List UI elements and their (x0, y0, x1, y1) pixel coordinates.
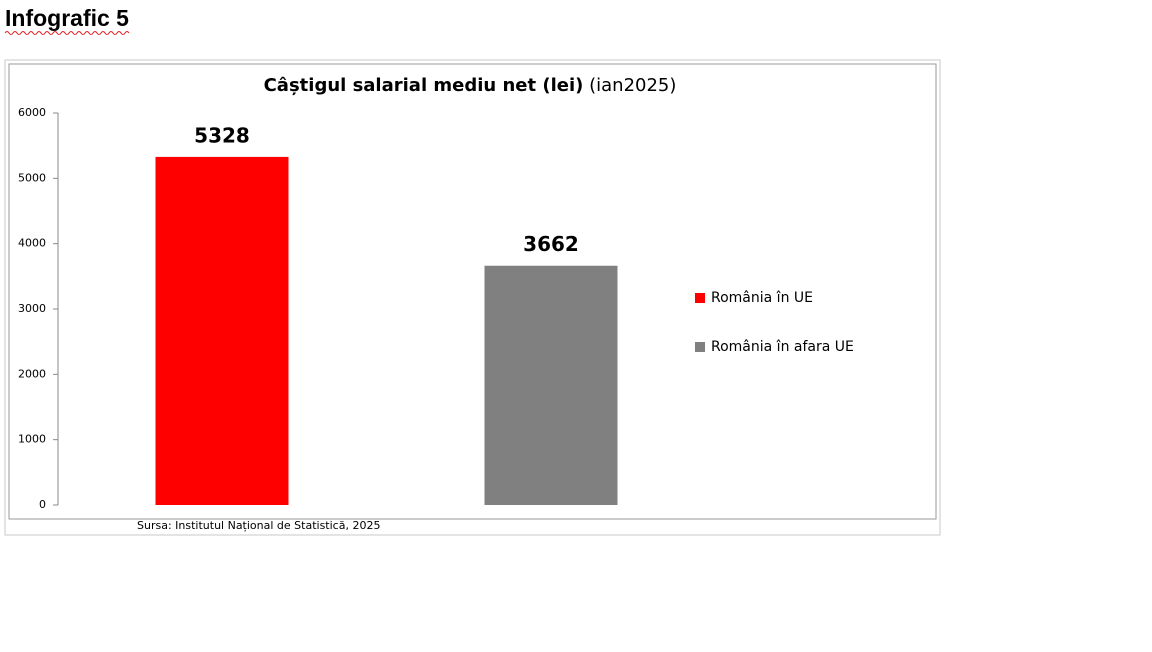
source-note: Sursa: Institutul Național de Statistică… (137, 519, 380, 532)
y-tick-label: 0 (39, 498, 46, 511)
bar (155, 156, 289, 506)
legend-label: România în afara UE (711, 339, 854, 355)
legend-swatch (695, 342, 705, 352)
data-label: 5328 (194, 123, 250, 147)
y-tick-label: 4000 (18, 237, 46, 250)
spellcheck-underline (4, 31, 130, 35)
chart-title: Câștigul salarial mediu net (lei) (ian20… (264, 75, 677, 96)
bar (484, 265, 618, 505)
title-period: (ian2025) (589, 75, 676, 96)
y-tick-label: 2000 (18, 367, 46, 380)
y-tick-label: 1000 (18, 433, 46, 446)
y-tick-label: 3000 (18, 302, 46, 315)
y-tick-label: 5000 (18, 171, 46, 184)
y-tick-label: 6000 (18, 106, 46, 119)
legend-swatch (695, 293, 705, 303)
title-main: Câștigul salarial mediu net (lei) (264, 75, 584, 96)
data-label: 3662 (523, 232, 579, 256)
legend-label: România în UE (711, 290, 813, 306)
page-heading: Infografic 5 (5, 5, 129, 31)
plot: 0 1000 2000 3000 4000 5000 6000 5328 România în … (18, 106, 854, 511)
